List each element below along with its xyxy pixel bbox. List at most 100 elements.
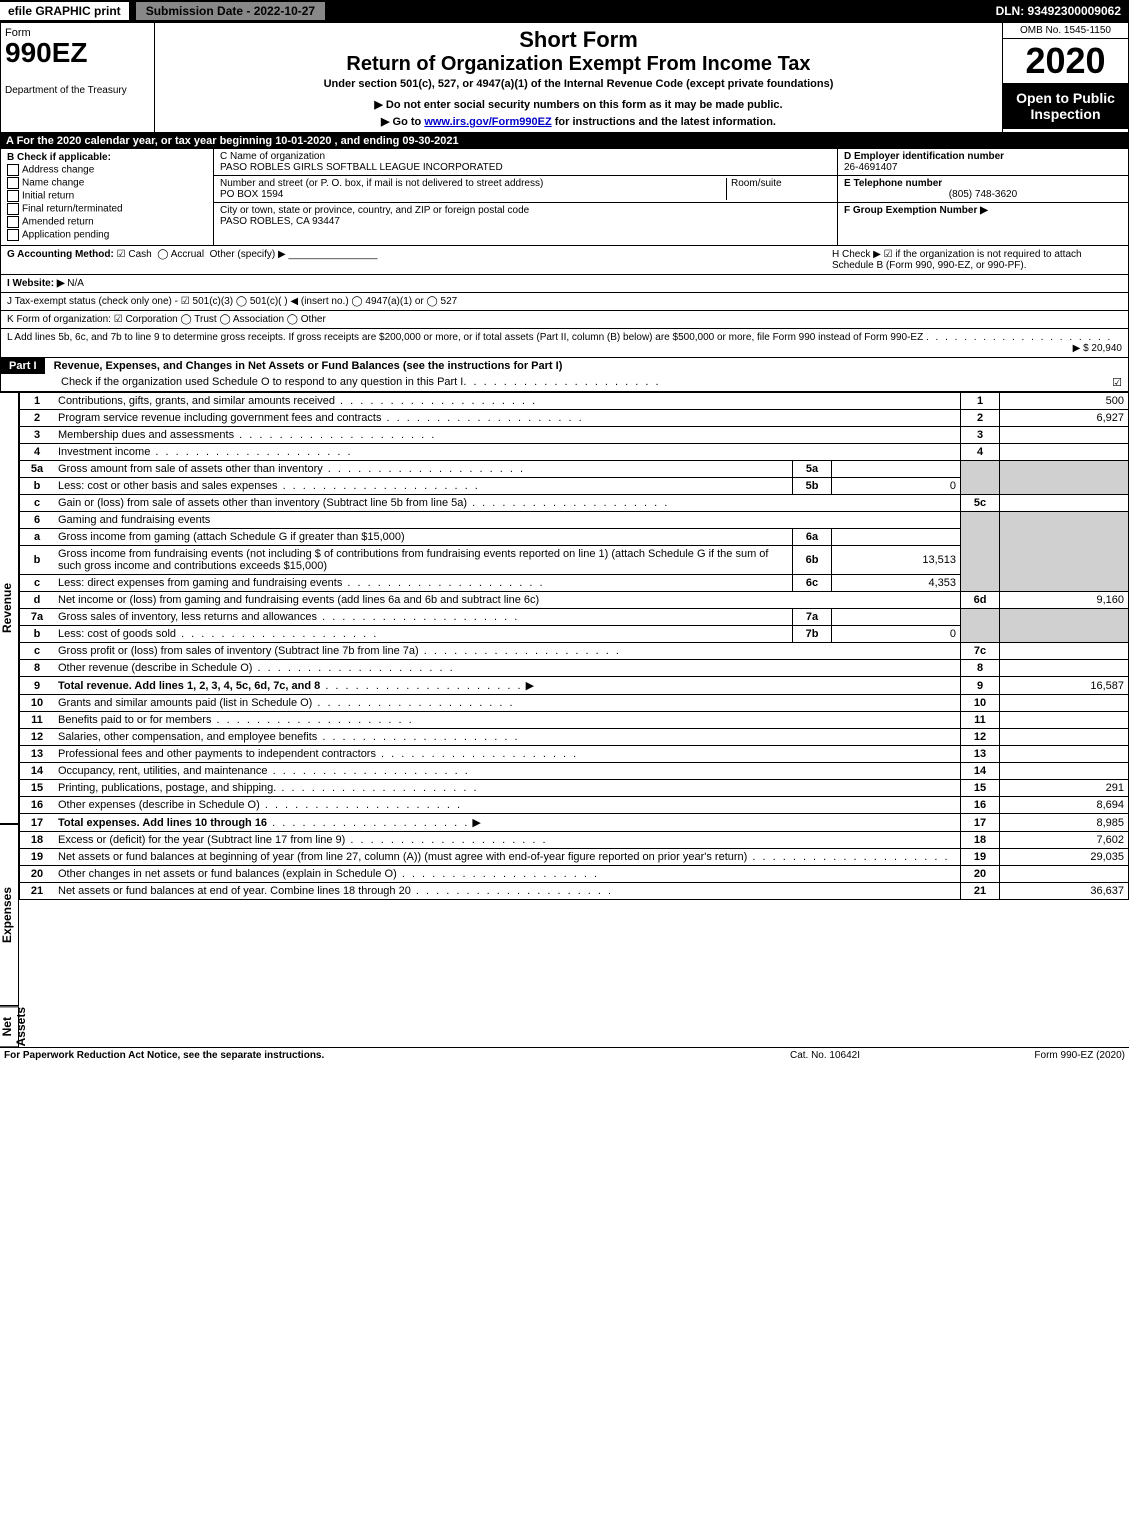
line-box: 18 bbox=[961, 832, 1000, 849]
cash-checkmark-icon bbox=[117, 249, 126, 260]
line-amount: 6,927 bbox=[1000, 410, 1129, 427]
sub-box-label: 5b bbox=[793, 478, 832, 495]
line-desc: Program service revenue including govern… bbox=[58, 412, 381, 424]
city-value: PASO ROBLES, CA 93447 bbox=[220, 216, 831, 227]
tax-period-bar: A For the 2020 calendar year, or tax yea… bbox=[0, 133, 1129, 149]
dots-icon bbox=[323, 463, 525, 475]
line-num: 20 bbox=[20, 866, 55, 883]
gross-receipts-text: L Add lines 5b, 6c, and 7b to line 9 to … bbox=[7, 332, 1122, 354]
part1-title: Revenue, Expenses, and Changes in Net As… bbox=[48, 358, 569, 374]
line-num: c bbox=[20, 495, 55, 512]
checkbox-icon[interactable] bbox=[7, 229, 19, 241]
chk-address-change[interactable]: Address change bbox=[7, 164, 207, 176]
chk-amended-return[interactable]: Amended return bbox=[7, 216, 207, 228]
line-box: 4 bbox=[961, 444, 1000, 461]
line-box: 19 bbox=[961, 849, 1000, 866]
other-label: Other (specify) ▶ bbox=[210, 249, 286, 260]
dln-number: DLN: 93492300009062 bbox=[996, 4, 1129, 18]
shaded-cell bbox=[961, 609, 1000, 643]
form-header: Form 990EZ Department of the Treasury Sh… bbox=[0, 22, 1129, 133]
line-amount: 29,035 bbox=[1000, 849, 1129, 866]
line-12: 12 Salaries, other compensation, and emp… bbox=[20, 729, 1129, 746]
form-ref: Form 990-EZ (2020) bbox=[925, 1050, 1125, 1061]
shaded-cell bbox=[961, 461, 1000, 495]
chk-name-change[interactable]: Name change bbox=[7, 177, 207, 189]
line-desc: Gross sales of inventory, less returns a… bbox=[58, 611, 317, 623]
checkbox-icon[interactable] bbox=[7, 177, 19, 189]
ein-value: 26-4691407 bbox=[844, 162, 1122, 173]
part1-check-text: Check if the organization used Schedule … bbox=[61, 376, 463, 389]
line-box: 1 bbox=[961, 393, 1000, 410]
sub-box-label: 6c bbox=[793, 575, 832, 592]
form-number: 990EZ bbox=[5, 39, 150, 67]
line-desc: Grants and similar amounts paid (list in… bbox=[58, 697, 312, 709]
irs-link[interactable]: www.irs.gov/Form990EZ bbox=[424, 116, 551, 128]
line-desc: Gaming and fundraising events bbox=[54, 512, 961, 529]
chk-initial-return[interactable]: Initial return bbox=[7, 190, 207, 202]
checkbox-icon[interactable] bbox=[7, 190, 19, 202]
line-box: 10 bbox=[961, 695, 1000, 712]
line-4: 4 Investment income 4 bbox=[20, 444, 1129, 461]
line-15: 15 Printing, publications, postage, and … bbox=[20, 780, 1129, 797]
form-title: Return of Organization Exempt From Incom… bbox=[161, 53, 996, 76]
line-11: 11 Benefits paid to or for members 11 bbox=[20, 712, 1129, 729]
line-desc: Excess or (deficit) for the year (Subtra… bbox=[58, 834, 345, 846]
checkbox-icon[interactable] bbox=[7, 203, 19, 215]
chk-application-pending[interactable]: Application pending bbox=[7, 229, 207, 241]
sub-box-value: 13,513 bbox=[832, 546, 961, 575]
chk-final-return[interactable]: Final return/terminated bbox=[7, 203, 207, 215]
line-amount: 8,985 bbox=[1000, 814, 1129, 832]
city-label: City or town, state or province, country… bbox=[220, 205, 831, 216]
line-num: 11 bbox=[20, 712, 55, 729]
tax-year: 2020 bbox=[1003, 39, 1128, 84]
line-num: b bbox=[20, 626, 55, 643]
section-l: L Add lines 5b, 6c, and 7b to line 9 to … bbox=[0, 329, 1129, 358]
section-d: D Employer identification number 26-4691… bbox=[838, 149, 1128, 176]
line-box: 16 bbox=[961, 797, 1000, 814]
section-b-heading: B Check if applicable: bbox=[7, 152, 207, 163]
dots-icon bbox=[150, 446, 352, 458]
line-num: a bbox=[20, 529, 55, 546]
shaded-cell bbox=[1000, 609, 1129, 643]
dots-icon bbox=[747, 851, 949, 863]
section-b: B Check if applicable: Address change Na… bbox=[1, 149, 214, 245]
line-amount bbox=[1000, 746, 1129, 763]
line-desc: Net assets or fund balances at end of ye… bbox=[58, 885, 411, 897]
phone-value: (805) 748-3620 bbox=[844, 189, 1122, 200]
dots-icon bbox=[376, 748, 578, 760]
sub-box-label: 6a bbox=[793, 529, 832, 546]
netassets-side-label: Net Assets bbox=[0, 1006, 19, 1047]
line-desc: Total revenue. Add lines 1, 2, 3, 4, 5c,… bbox=[58, 680, 320, 692]
org-name-value: PASO ROBLES GIRLS SOFTBALL LEAGUE INCORP… bbox=[220, 162, 831, 173]
accrual-label: Accrual bbox=[171, 249, 204, 260]
dots-icon bbox=[926, 332, 1112, 343]
expenses-side-label: Expenses bbox=[0, 824, 19, 1006]
line-desc: Less: cost of goods sold bbox=[58, 628, 176, 640]
l-amount: ▶ $ 20,940 bbox=[1073, 343, 1122, 354]
dots-icon bbox=[419, 645, 621, 657]
line-num: 19 bbox=[20, 849, 55, 866]
l-text: L Add lines 5b, 6c, and 7b to line 9 to … bbox=[7, 332, 923, 343]
shaded-cell bbox=[1000, 512, 1129, 592]
efile-label: efile GRAPHIC print bbox=[0, 2, 129, 20]
line-box: 5c bbox=[961, 495, 1000, 512]
line-19: 19 Net assets or fund balances at beginn… bbox=[20, 849, 1129, 866]
line-desc: Contributions, gifts, grants, and simila… bbox=[58, 395, 335, 407]
lines-table: 1 Contributions, gifts, grants, and simi… bbox=[19, 392, 1129, 900]
checkbox-icon[interactable] bbox=[7, 216, 19, 228]
line-amount bbox=[1000, 763, 1129, 780]
line-num: 4 bbox=[20, 444, 55, 461]
line-14: 14 Occupancy, rent, utilities, and maint… bbox=[20, 763, 1129, 780]
checkbox-icon[interactable] bbox=[7, 164, 19, 176]
shaded-cell bbox=[1000, 461, 1129, 495]
sub-box-value bbox=[832, 609, 961, 626]
header-center: Short Form Return of Organization Exempt… bbox=[155, 23, 1002, 132]
line-3: 3 Membership dues and assessments 3 bbox=[20, 427, 1129, 444]
goto-suffix: for instructions and the latest informat… bbox=[552, 116, 776, 128]
line-amount: 291 bbox=[1000, 780, 1129, 797]
line-num: 16 bbox=[20, 797, 55, 814]
line-17: 17 Total expenses. Add lines 10 through … bbox=[20, 814, 1129, 832]
line-amount bbox=[1000, 729, 1129, 746]
line-num: 9 bbox=[20, 677, 55, 695]
line-num: 5a bbox=[20, 461, 55, 478]
